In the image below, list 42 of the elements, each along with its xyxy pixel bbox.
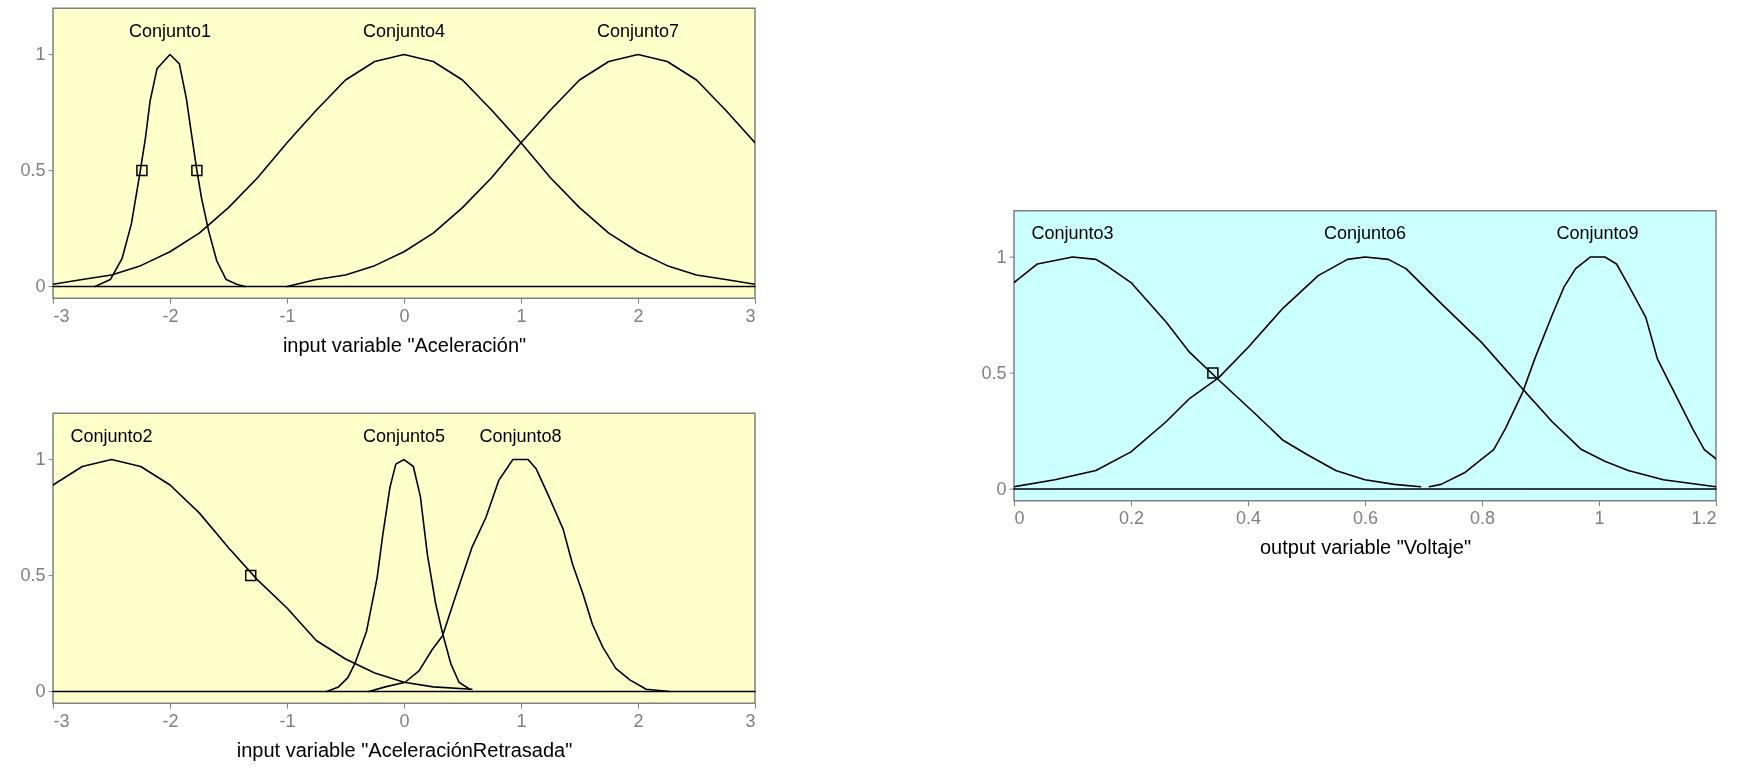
- x-tick-label: -2: [162, 710, 179, 731]
- series-label: Conjunto1: [128, 20, 212, 41]
- y-tick-label: 0.5: [20, 565, 46, 586]
- y-tick-label: 0: [35, 276, 46, 297]
- x-tick-label: 0.4: [1235, 508, 1262, 529]
- series-label: Conjunto3: [1031, 223, 1114, 244]
- series-label: Conjunto9: [1556, 223, 1639, 244]
- y-tick-label: 0: [996, 478, 1007, 499]
- x-tick-label: -2: [162, 305, 179, 326]
- x-tick-label: 0: [399, 305, 410, 326]
- x-tick-label: 0: [1014, 508, 1025, 529]
- series-label: Conjunto5: [362, 425, 446, 446]
- x-tick-label: -1: [279, 305, 296, 326]
- series-label: Conjunto4: [362, 20, 446, 41]
- y-tick-label: 0.5: [20, 160, 46, 181]
- y-tick-label: 1: [35, 44, 46, 65]
- x-axis-title: output variable "Voltaje": [1259, 536, 1472, 559]
- x-axis-title: input variable "Aceleración": [282, 333, 527, 356]
- x-tick-label: 0.8: [1469, 508, 1496, 529]
- x-tick-label: -3: [53, 710, 70, 731]
- x-tick-label: 3: [745, 305, 756, 326]
- x-tick-label: 0: [399, 710, 410, 731]
- x-tick-label: 1.2: [1691, 508, 1717, 529]
- y-tick-label: 1: [996, 246, 1007, 267]
- series-label: Conjunto7: [596, 20, 680, 41]
- x-tick-label: 1: [516, 305, 527, 326]
- x-tick-label: 0.6: [1352, 508, 1379, 529]
- x-tick-label: 2: [633, 710, 644, 731]
- x-tick-label: 0.2: [1118, 508, 1145, 529]
- x-tick-label: -3: [53, 305, 70, 326]
- series-label: Conjunto2: [70, 425, 153, 446]
- y-tick-label: 0.5: [981, 362, 1007, 383]
- y-tick-label: 0: [35, 681, 46, 702]
- x-tick-label: 1: [516, 710, 527, 731]
- series-label: Conjunto8: [479, 425, 562, 446]
- x-axis-title: input variable "AceleraciónRetrasada": [236, 738, 573, 761]
- x-tick-label: 3: [745, 710, 756, 731]
- x-tick-label: -1: [279, 710, 296, 731]
- series-label: Conjunto6: [1323, 223, 1407, 244]
- x-tick-label: 2: [633, 305, 644, 326]
- y-tick-label: 1: [35, 449, 46, 470]
- x-tick-label: 1: [1594, 508, 1605, 529]
